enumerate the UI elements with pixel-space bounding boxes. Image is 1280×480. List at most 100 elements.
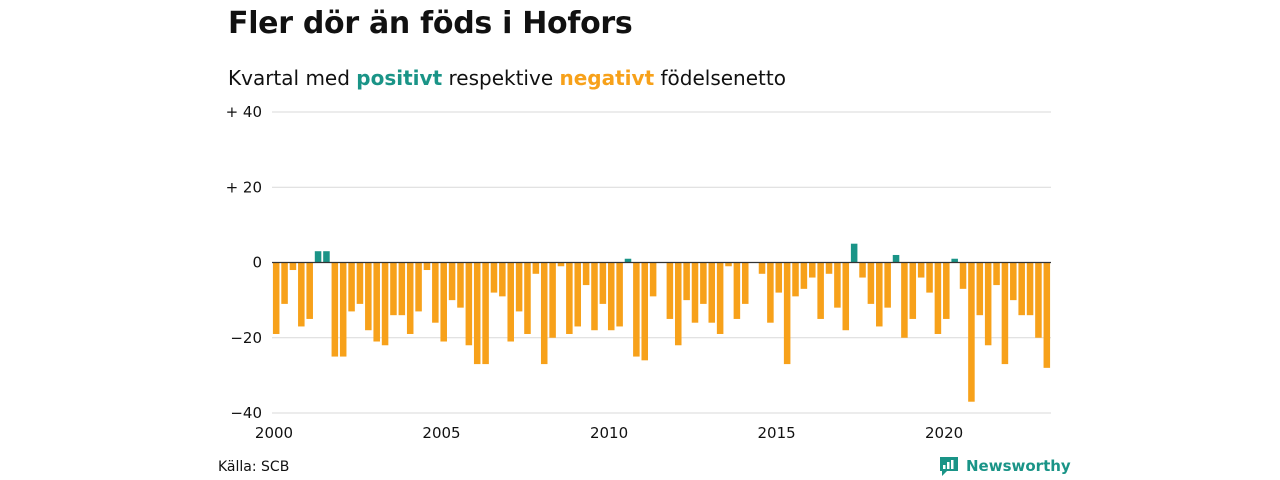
bar — [314, 251, 322, 263]
bar — [859, 262, 866, 278]
bar-layer — [272, 243, 1051, 402]
subtitle-positive-label: positivt — [356, 66, 443, 90]
bar — [415, 262, 422, 312]
bar — [742, 262, 749, 304]
bar — [884, 262, 891, 308]
bar — [616, 262, 623, 327]
bar — [599, 262, 607, 304]
bar — [909, 262, 917, 319]
y-tick-label: −40 — [230, 404, 262, 422]
bar — [666, 262, 674, 319]
bar — [457, 262, 464, 308]
bar — [348, 262, 355, 312]
bar — [633, 262, 640, 357]
y-tick-label: + 40 — [226, 103, 262, 121]
bar — [532, 262, 540, 274]
bar — [725, 262, 732, 267]
bar — [783, 262, 791, 365]
bar — [381, 262, 389, 346]
bar — [1001, 262, 1009, 365]
bar — [901, 262, 908, 338]
subtitle-text-end: födelsenetto — [660, 66, 786, 90]
brand-logo[interactable]: Newsworthy — [938, 455, 1071, 477]
bar — [1043, 262, 1051, 368]
bar — [700, 262, 707, 304]
bar — [876, 262, 883, 327]
bar — [549, 262, 556, 338]
bar — [574, 262, 581, 327]
bar — [892, 254, 900, 263]
bar — [482, 262, 489, 365]
bar — [432, 262, 439, 323]
bar — [716, 262, 724, 334]
bar — [649, 262, 657, 297]
bar — [959, 262, 967, 289]
bar — [448, 262, 456, 301]
bar — [809, 262, 816, 278]
bar — [473, 262, 481, 365]
bar — [557, 262, 565, 267]
bar — [507, 262, 514, 342]
bar — [365, 262, 372, 331]
subtitle-negative-label: negativt — [559, 66, 655, 90]
bar — [926, 262, 933, 293]
bar — [272, 262, 280, 334]
bar — [934, 262, 942, 334]
axis-label-layer: + 40 + 20 0 −20 −40 2000 2005 2010 2015 2020 — [226, 103, 964, 442]
bar — [800, 262, 808, 289]
bar — [834, 262, 841, 308]
y-tick-label: + 20 — [226, 178, 262, 196]
bar — [582, 262, 590, 286]
subtitle-text-start: Kvartal med — [228, 66, 350, 90]
bar — [390, 262, 397, 316]
bar — [867, 262, 875, 304]
x-tick-label: 2020 — [925, 424, 963, 442]
bar — [323, 251, 330, 263]
bar — [641, 262, 649, 361]
bar — [515, 262, 523, 312]
bar — [524, 262, 531, 334]
bar — [423, 262, 431, 271]
bar — [775, 262, 783, 293]
bar — [993, 262, 1000, 286]
grid-layer — [272, 111, 1051, 414]
x-tick-label: 2000 — [255, 424, 293, 442]
bar — [1026, 262, 1034, 316]
bar — [850, 243, 858, 263]
bar — [465, 262, 473, 346]
bar — [758, 262, 766, 274]
bar — [943, 262, 950, 319]
bar — [1035, 262, 1042, 338]
newsworthy-logo-icon — [940, 457, 958, 476]
bar — [674, 262, 682, 346]
bar — [490, 262, 498, 293]
subtitle-text-middle: respektive — [448, 66, 554, 90]
x-tick-label: 2015 — [757, 424, 795, 442]
bar — [842, 262, 850, 331]
bar — [683, 262, 690, 301]
bar — [406, 262, 414, 334]
chart-title: Fler dör än föds i Hofors — [228, 6, 633, 41]
y-tick-label: 0 — [252, 254, 262, 272]
bar — [825, 262, 833, 274]
bar — [976, 262, 984, 316]
bar — [540, 262, 548, 365]
y-tick-label: −20 — [230, 329, 262, 347]
bar — [733, 262, 741, 319]
bar — [440, 262, 447, 342]
bar — [281, 262, 288, 304]
bar — [398, 262, 406, 316]
bar — [298, 262, 305, 327]
bar — [306, 262, 313, 319]
bar — [356, 262, 364, 304]
bar — [917, 262, 925, 278]
bar — [951, 258, 958, 263]
brand-name: Newsworthy — [966, 457, 1071, 475]
bar — [624, 258, 632, 263]
bar — [607, 262, 615, 331]
bar — [968, 262, 975, 402]
bar — [691, 262, 699, 323]
x-tick-label: 2010 — [590, 424, 628, 442]
bar — [792, 262, 799, 297]
